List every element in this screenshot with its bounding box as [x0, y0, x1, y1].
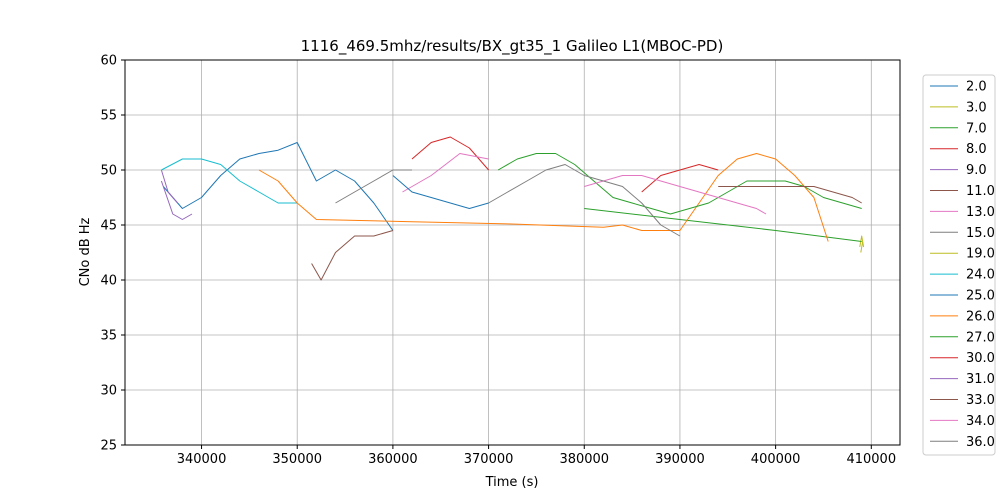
y-axis-ticks: 25 30 35 40 45 50 55 60 [100, 54, 125, 454]
series-line-2.0 [162, 142, 394, 231]
y-tick-label: 35 [100, 329, 117, 344]
x-tick-label: 370000 [464, 452, 514, 467]
legend-label: 26.0 [966, 309, 995, 324]
x-tick-label: 400000 [751, 452, 801, 467]
legend-label: 25.0 [966, 289, 995, 304]
y-tick-label: 30 [100, 384, 117, 399]
series-line-7.0 [584, 208, 862, 242]
series-line-11.0 [311, 230, 394, 281]
y-tick-label: 45 [100, 219, 117, 234]
legend-label: 24.0 [966, 268, 995, 283]
legend-label: 15.0 [966, 226, 995, 241]
x-tick-label: 350000 [272, 452, 322, 467]
legend-label: 30.0 [966, 351, 995, 366]
series-line-8.0 [411, 136, 489, 171]
legend-label: 3.0 [966, 100, 987, 115]
series-line-9.0 [160, 169, 178, 204]
plot-frame [124, 59, 901, 446]
legend-label: 33.0 [966, 393, 995, 408]
legend-label: 11.0 [966, 184, 995, 199]
x-tick-label: 390000 [655, 452, 705, 467]
legend-label: 31.0 [966, 372, 995, 387]
series-line-24.0 [161, 158, 298, 204]
x-tick-label: 360000 [368, 452, 418, 467]
x-tick-label: 340000 [177, 452, 227, 467]
legend-label: 9.0 [966, 163, 987, 178]
y-axis-label: CNo dB Hz [78, 217, 93, 286]
series-line-19.0 [860, 241, 864, 253]
series-line-3.0 [859, 235, 865, 248]
legend-label: 7.0 [966, 121, 987, 136]
legend-label: 27.0 [966, 330, 995, 345]
grid [125, 59, 900, 446]
series-line-27.0 [497, 153, 862, 215]
y-tick-label: 60 [100, 54, 117, 69]
legend-label: 34.0 [966, 414, 995, 429]
legend-label: 8.0 [966, 142, 987, 157]
legend-label: 2.0 [966, 80, 987, 95]
series-line-36.0 [488, 164, 681, 237]
y-tick-label: 40 [100, 274, 117, 289]
chart-title: 1116_469.5mhz/results/BX_gt35_1 Galileo … [301, 37, 724, 56]
x-tick-label: 410000 [846, 452, 896, 467]
y-tick-label: 50 [100, 164, 117, 179]
series-line-34.0 [584, 175, 767, 215]
legend-label: 13.0 [966, 205, 995, 220]
series-line-15.0 [335, 169, 412, 204]
legend-label: 36.0 [966, 435, 995, 450]
x-axis-label: Time (s) [485, 475, 539, 490]
series-line-25.0 [392, 175, 489, 209]
series-line-13.0 [402, 153, 489, 193]
legend: 2.0 3.0 7.0 8.0 9.0 11.0 13.0 15.0 19.0 24.0 25.0 2… [922, 74, 996, 456]
x-axis-ticks: 340000 350000 360000 370000 380000 390000 4000… [177, 445, 896, 467]
x-tick-label: 380000 [559, 452, 609, 467]
series-line-26.0 [258, 153, 829, 242]
y-tick-label: 25 [100, 439, 117, 454]
y-tick-label: 55 [100, 109, 117, 124]
series-line-30.0 [641, 164, 719, 193]
series-lines [160, 136, 865, 281]
series-line-33.0 [718, 186, 862, 204]
legend-label: 19.0 [966, 247, 995, 262]
series-line-31.0 [160, 180, 193, 220]
